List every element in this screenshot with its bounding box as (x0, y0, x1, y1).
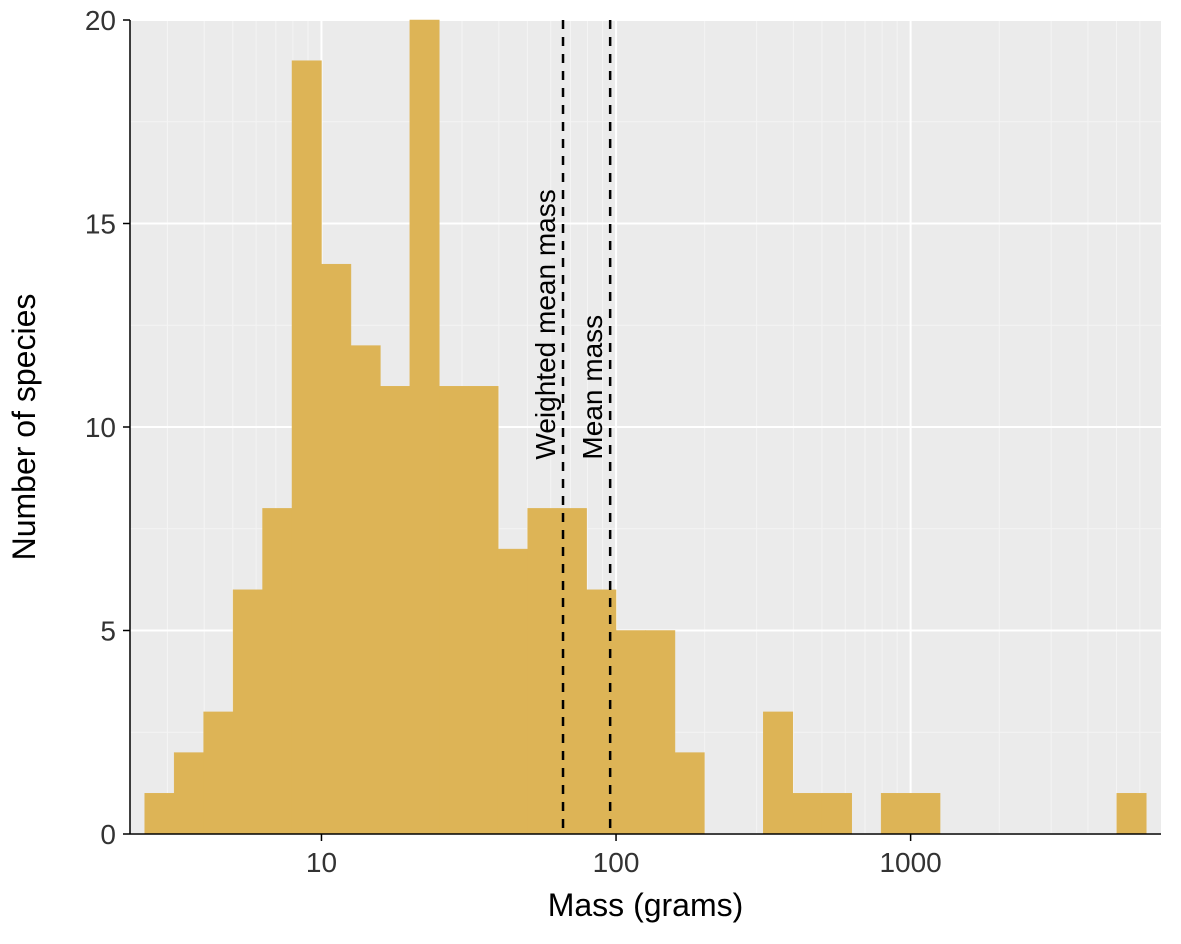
y-tick-label: 15 (85, 209, 116, 240)
histogram-bar (557, 508, 586, 834)
histogram-bar (292, 61, 321, 834)
histogram-bar (616, 631, 645, 835)
histogram-bar (1117, 793, 1146, 834)
histogram-bar (145, 793, 174, 834)
x-tick-label: 1000 (879, 847, 941, 878)
reference-line-label: Weighted mean mass (530, 189, 561, 459)
histogram-bar (763, 712, 792, 834)
chart-svg: Weighted mean mass Mean mass 10 100 1000 0 5 10… (0, 0, 1181, 944)
reference-line-label: Mean mass (577, 315, 608, 460)
histogram-bar (321, 264, 350, 834)
histogram-bar (793, 793, 822, 834)
histogram-bar (822, 793, 851, 834)
histogram-bar (498, 549, 527, 834)
y-tick-label: 10 (85, 412, 116, 443)
histogram-bar (174, 753, 203, 834)
histogram-bar (881, 793, 910, 834)
histogram-bar (587, 590, 616, 834)
histogram-bar (233, 590, 262, 834)
x-tick-label: 10 (306, 847, 337, 878)
y-tick-label: 20 (85, 5, 116, 36)
histogram-chart: Weighted mean mass Mean mass 10 100 1000 0 5 10… (0, 0, 1181, 944)
y-axis-title: Number of species (6, 294, 42, 561)
histogram-bar (675, 753, 704, 834)
histogram-bar (351, 346, 380, 834)
x-axis-title: Mass (grams) (548, 887, 744, 923)
histogram-bar (528, 508, 557, 834)
histogram-bar (439, 386, 468, 834)
y-tick-label: 5 (100, 616, 116, 647)
histogram-bar (204, 712, 233, 834)
histogram-bar (911, 793, 940, 834)
histogram-bar (646, 631, 675, 835)
y-tick-label: 0 (100, 819, 116, 850)
histogram-bar (380, 386, 409, 834)
histogram-bar (263, 508, 292, 834)
histogram-bar (410, 20, 439, 834)
histogram-bar (469, 386, 498, 834)
x-tick-label: 100 (593, 847, 640, 878)
